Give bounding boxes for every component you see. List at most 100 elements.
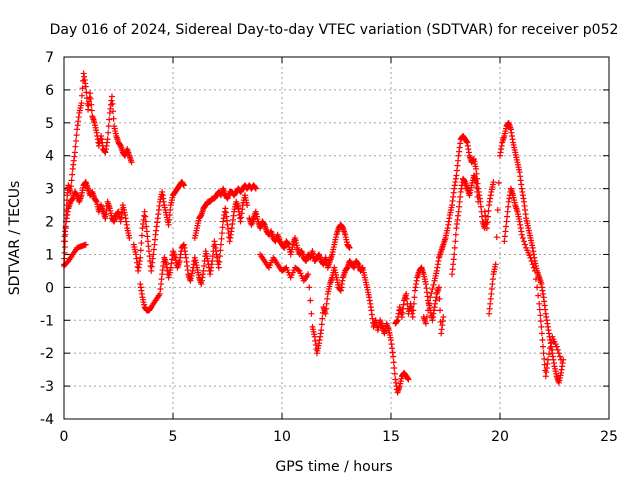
data-point	[405, 376, 412, 383]
data-point	[429, 286, 436, 293]
x-tick-label: 0	[60, 429, 69, 445]
data-point	[494, 207, 501, 214]
data-point	[538, 323, 545, 330]
data-point	[390, 353, 397, 360]
data-point	[109, 100, 116, 107]
data-point	[71, 149, 78, 156]
data-point	[217, 241, 224, 248]
data-point	[519, 235, 526, 241]
y-tick-label: 1	[45, 247, 54, 263]
data-point	[410, 300, 417, 307]
data-point	[440, 313, 447, 320]
chart-title: Day 016 of 2024, Sidereal Day-to-day VTE…	[50, 22, 619, 38]
data-point	[528, 258, 535, 265]
data-point	[547, 345, 554, 352]
data-point	[346, 244, 353, 251]
data-point	[87, 95, 94, 102]
data-point	[410, 307, 417, 314]
data-point	[83, 95, 90, 102]
data-point	[83, 89, 90, 96]
y-tick-label: -1	[40, 313, 54, 329]
data-point	[537, 312, 544, 319]
data-point	[72, 143, 79, 150]
x-tick-label: 15	[382, 429, 400, 445]
data-point	[106, 116, 113, 123]
data-point	[540, 350, 547, 357]
data-point	[126, 235, 133, 241]
data-point	[451, 251, 458, 258]
x-tick-label: 25	[600, 429, 618, 445]
data-point	[538, 330, 545, 337]
data-point	[306, 284, 313, 291]
x-tick-label: 5	[169, 429, 178, 445]
data-point	[536, 306, 543, 313]
data-point	[216, 253, 223, 260]
data-point	[437, 307, 444, 314]
data-point	[558, 356, 565, 363]
data-point	[495, 179, 502, 186]
data-point	[218, 235, 225, 242]
data-point	[110, 115, 117, 122]
data-point	[318, 327, 325, 334]
data-point	[530, 264, 537, 271]
data-point	[520, 238, 527, 245]
data-point	[425, 307, 432, 314]
data-point	[536, 300, 543, 307]
data-point	[493, 234, 500, 241]
data-point	[534, 284, 541, 291]
y-tick-label: 5	[45, 116, 54, 132]
data-point	[61, 249, 68, 256]
data-point	[82, 83, 89, 90]
data-point	[295, 267, 302, 274]
x-tick-label: 20	[491, 429, 509, 445]
y-tick-label: -2	[40, 346, 54, 362]
data-point	[541, 355, 548, 362]
data-point	[61, 244, 68, 251]
data-point	[78, 100, 85, 107]
y-tick-label: -3	[40, 379, 54, 395]
data-point	[546, 351, 553, 358]
y-tick-label: -4	[40, 412, 54, 428]
data-point	[138, 232, 145, 239]
data-point	[105, 123, 112, 130]
data-point	[105, 129, 112, 136]
data-point	[555, 350, 562, 357]
data-point	[485, 213, 492, 220]
data-point	[422, 320, 429, 327]
data-point	[553, 343, 560, 350]
data-point	[548, 339, 555, 346]
data-point	[475, 198, 482, 205]
data-point	[68, 177, 75, 184]
data-point	[427, 294, 434, 301]
data-point	[490, 179, 497, 186]
data-point	[216, 258, 223, 265]
data-point	[452, 231, 459, 238]
data-point	[430, 281, 437, 288]
data-point	[87, 90, 94, 97]
data-point	[128, 159, 135, 166]
data-point	[423, 313, 430, 320]
data-point	[529, 261, 536, 268]
data-point	[88, 107, 95, 114]
data-point	[79, 85, 86, 92]
data-point	[78, 92, 85, 99]
plot-frame	[63, 56, 610, 420]
data-point	[319, 315, 326, 322]
y-tick-label: 6	[45, 83, 54, 99]
data-point	[318, 321, 325, 328]
data-point	[485, 207, 492, 214]
data-point	[556, 353, 563, 360]
data-point	[535, 292, 542, 299]
data-point	[244, 202, 251, 209]
data-point	[307, 297, 314, 304]
data-point	[391, 370, 398, 377]
data-point	[391, 364, 398, 371]
data-point	[390, 359, 397, 366]
data-point	[540, 343, 547, 350]
data-point	[308, 310, 315, 317]
data-point	[68, 183, 75, 190]
axis-ticks: 0 5 10 15 20 25 -4 -3 -2 -1 0 1 2 3 4 5 6 7	[40, 50, 618, 445]
data-point	[305, 271, 312, 278]
data-point	[483, 225, 490, 232]
